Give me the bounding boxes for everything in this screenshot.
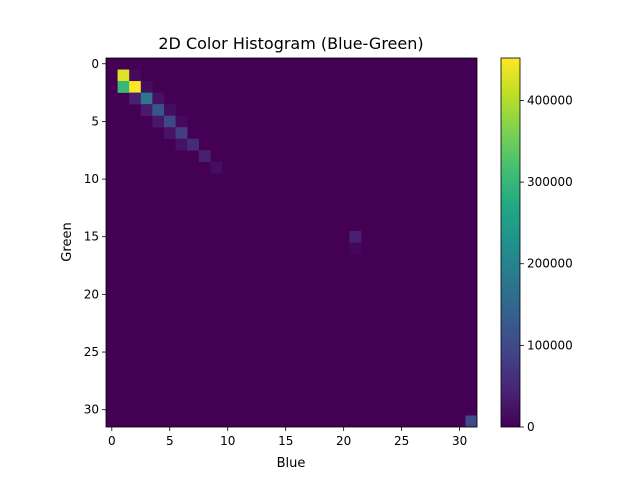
x-tick-label: 30 — [452, 434, 467, 448]
heatmap-cell — [152, 104, 165, 116]
heatmap-cell — [129, 92, 142, 105]
heatmap-cell — [163, 127, 176, 140]
heatmap-cell — [129, 69, 142, 82]
plot-frame — [105, 57, 478, 428]
heatmap-cell — [140, 104, 153, 116]
colorbar — [501, 58, 520, 427]
y-tick-label: 30 — [84, 403, 99, 417]
heatmap-cell — [349, 230, 362, 243]
y-axis-label: Green — [60, 222, 75, 261]
x-tick-label: 15 — [278, 434, 293, 448]
heatmap-cell — [465, 415, 478, 428]
heatmap-cell — [129, 81, 142, 93]
heatmap-cell — [117, 81, 130, 93]
colorbar-axis: 0 100000 200000 300000 400000 — [520, 93, 573, 434]
heatmap-cell — [210, 161, 223, 174]
chart-title: 2D Color Histogram (Blue-Green) — [158, 34, 423, 53]
colorbar-tick-label: 300000 — [527, 175, 573, 189]
heatmap-cell — [163, 104, 176, 116]
heatmap-cell — [349, 242, 362, 255]
colorbar-tick-label: 400000 — [527, 93, 573, 107]
y-tick-label: 15 — [84, 230, 99, 244]
heatmap-cell — [140, 81, 153, 93]
y-tick-label: 20 — [84, 287, 99, 301]
y-tick-label: 25 — [84, 345, 99, 359]
y-axis: 0 5 10 15 20 25 30 — [84, 57, 106, 417]
heatmap-cell — [175, 138, 188, 151]
x-tick-label: 5 — [166, 434, 174, 448]
heatmap-cell — [198, 150, 211, 163]
x-tick-label: 0 — [108, 434, 116, 448]
y-tick-label: 10 — [84, 172, 99, 186]
heatmap-cells — [106, 58, 478, 428]
colorbar-tick-label: 200000 — [527, 257, 573, 271]
colorbar-tick-label: 0 — [527, 420, 535, 434]
y-tick-label: 0 — [91, 57, 99, 71]
heatmap-cell — [163, 115, 176, 128]
heatmap-cell — [140, 92, 153, 105]
heatmap-cell — [117, 69, 130, 82]
heatmap-cell — [187, 138, 200, 151]
y-tick-label: 5 — [91, 114, 99, 128]
colorbar-frame — [500, 57, 521, 428]
x-axis: 0 5 10 15 20 25 30 — [108, 427, 467, 448]
heatmap-cell — [175, 127, 188, 140]
heatmap-cell — [175, 115, 188, 128]
x-tick-label: 20 — [336, 434, 351, 448]
heatmap-cell — [152, 92, 165, 105]
heatmap-cell — [152, 115, 165, 128]
x-tick-label: 10 — [220, 434, 235, 448]
x-axis-label: Blue — [277, 456, 306, 471]
colorbar-tick-label: 100000 — [527, 338, 573, 352]
x-tick-label: 25 — [394, 434, 409, 448]
